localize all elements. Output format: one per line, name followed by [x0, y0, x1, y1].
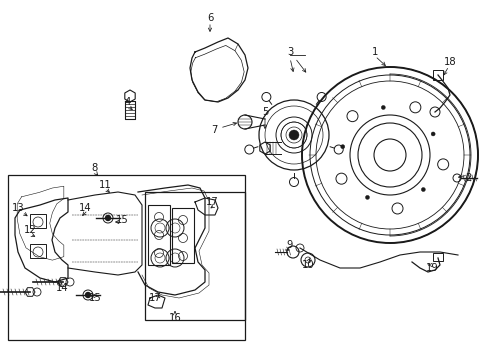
- Circle shape: [105, 216, 110, 220]
- Text: 11: 11: [99, 180, 111, 190]
- Circle shape: [365, 195, 369, 199]
- Text: 10: 10: [301, 260, 314, 270]
- Circle shape: [381, 105, 385, 109]
- Bar: [432, 70, 442, 80]
- Bar: [172, 208, 194, 263]
- Bar: [30, 214, 46, 228]
- Text: 7: 7: [210, 125, 217, 135]
- Text: 2: 2: [464, 173, 470, 183]
- Circle shape: [430, 132, 434, 136]
- Text: 12: 12: [23, 225, 36, 235]
- Bar: [145, 192, 244, 320]
- Circle shape: [85, 292, 90, 297]
- Text: 18: 18: [443, 57, 455, 67]
- Bar: [432, 253, 442, 261]
- Text: 14: 14: [79, 203, 91, 213]
- Text: 3: 3: [286, 47, 292, 57]
- Circle shape: [288, 130, 298, 140]
- Text: 15: 15: [88, 293, 101, 303]
- Text: 16: 16: [168, 313, 181, 323]
- Text: 4: 4: [124, 97, 131, 107]
- Text: 15: 15: [115, 215, 128, 225]
- Text: 14: 14: [56, 283, 68, 293]
- Text: 17: 17: [205, 197, 218, 207]
- Text: 13: 13: [12, 203, 24, 213]
- Text: 6: 6: [206, 13, 213, 23]
- Bar: [148, 205, 170, 265]
- Text: 8: 8: [92, 163, 98, 173]
- Text: 9: 9: [286, 240, 293, 250]
- Text: 17: 17: [148, 293, 161, 303]
- Bar: [30, 244, 46, 258]
- Circle shape: [421, 188, 425, 192]
- Text: 1: 1: [371, 47, 377, 57]
- Bar: [8, 175, 244, 340]
- Circle shape: [340, 145, 344, 149]
- Text: 5: 5: [261, 107, 267, 117]
- Text: 19: 19: [425, 263, 437, 273]
